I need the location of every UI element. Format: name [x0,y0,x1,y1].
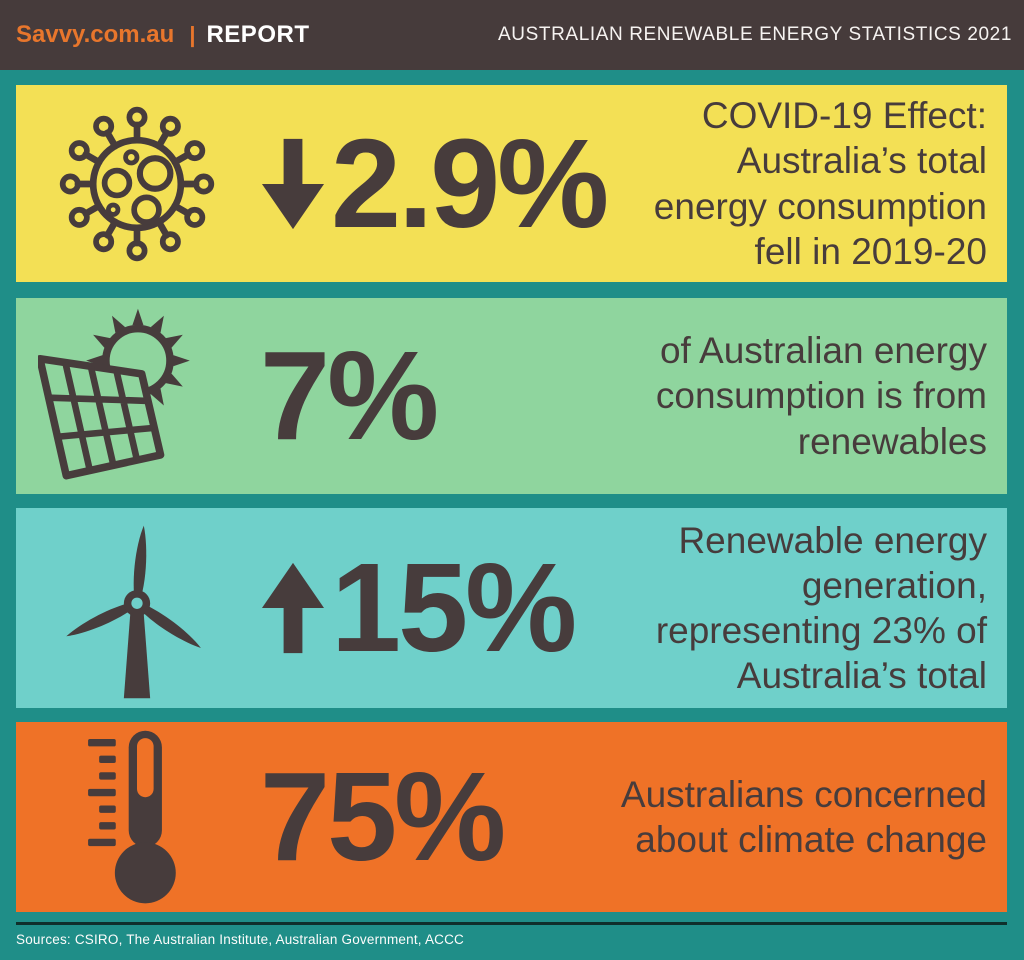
stat-value-climate: 75% [260,746,506,887]
stat-panel-covid: 2.9% COVID-19 Effect: Australia’s total … [16,85,1007,282]
stat-number: 7% [260,325,439,466]
stat-description-covid: COVID-19 Effect: Australia’s total energ… [653,95,987,272]
up-arrow-icon [260,561,326,655]
page-title: AUSTRALIAN RENEWABLE ENERGY STATISTICS 2… [498,24,1012,45]
stat-panel-wind: 15% Renewable energy generation, represe… [16,508,1007,708]
header-bar: Savvy.com.au | REPORT AUSTRALIAN RENEWAB… [0,0,1024,70]
stat-panel-climate: 75% Australians concerned about climate … [16,722,1007,912]
thermometer-icon [38,725,236,910]
wind-turbine-icon [38,514,236,702]
stat-number: 15% [331,537,577,678]
stat-number: 2.9% [331,112,609,254]
stat-description-wind: Renewable energy generation, representin… [655,519,987,697]
stat-description-climate: Australians concerned about climate chan… [620,773,987,860]
sources-text: Sources: CSIRO, The Australian Institute… [16,932,464,947]
stat-value-solar: 7% [260,325,439,466]
virus-icon [38,103,236,265]
stat-panel-solar: 7% of Australian energy consumption is f… [16,298,1007,494]
stat-value-wind: 15% [260,537,577,678]
footer-divider [16,922,1007,925]
stat-description-solar: of Australian energy consumption is from… [655,330,987,462]
brand-logo: Savvy.com.au [16,21,175,48]
down-arrow-icon [260,137,326,231]
stat-value-covid: 2.9% [260,112,609,254]
stat-number: 75% [260,746,506,887]
brand-separator: | [189,22,196,47]
solar-panel-sun-icon [38,303,236,489]
report-label: REPORT [206,21,310,48]
